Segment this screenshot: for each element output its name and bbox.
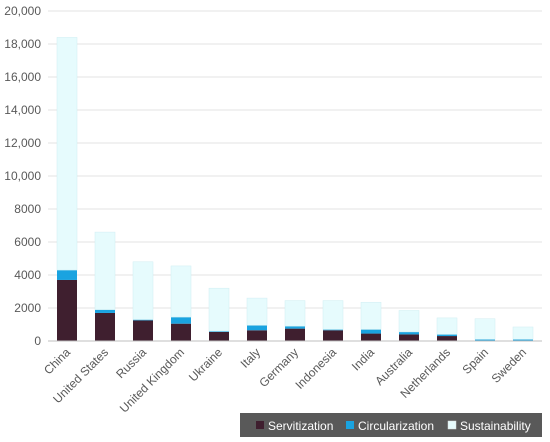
bar-segment-servitization	[133, 320, 153, 341]
bar-segment-sustainability	[398, 310, 420, 333]
x-tick-label: Ukraine	[186, 345, 225, 384]
legend-background	[240, 413, 542, 437]
bar-segment-servitization	[95, 312, 115, 341]
y-tick-label: 16,000	[4, 70, 41, 84]
y-tick-label: 4000	[14, 268, 41, 282]
legend-swatch-servitization	[256, 421, 264, 429]
bar-segment-servitization	[57, 279, 77, 341]
bar-segment-sustainability	[132, 261, 154, 320]
bar-segment-sustainability	[170, 265, 192, 318]
gridlines	[48, 10, 542, 309]
y-tick-label: 6000	[14, 235, 41, 249]
bar-segment-servitization	[361, 333, 381, 341]
x-tick-label: Russia	[113, 345, 149, 381]
y-axis-tick-labels: 0 2000 4000 6000 8000 10,000 12,000 14,000 16,00…	[4, 4, 41, 348]
y-tick-label: 8000	[14, 202, 41, 216]
bar-segment-servitization	[247, 330, 267, 341]
legend-label-circularization: Circularization	[358, 419, 434, 433]
x-tick-label: India	[349, 345, 378, 374]
legend-swatch-sustainability	[447, 420, 457, 430]
x-tick-label: Italy	[238, 345, 263, 370]
legend: Servitization Circularization Sustainabi…	[240, 413, 542, 437]
bar-segment-circularization	[133, 319, 153, 321]
bar-segment-circularization	[475, 339, 495, 341]
bar-segment-sustainability	[512, 326, 534, 340]
y-tick-label: 18,000	[4, 37, 41, 51]
y-tick-label: 2000	[14, 301, 41, 315]
bar-segment-circularization	[171, 317, 191, 324]
bar-segment-servitization	[171, 323, 191, 341]
bar-segment-servitization	[399, 334, 419, 341]
y-tick-label: 12,000	[4, 136, 41, 150]
y-tick-label: 10,000	[4, 169, 41, 183]
bar-segment-servitization	[209, 331, 229, 341]
bar-segment-servitization	[285, 328, 305, 341]
bar-segment-circularization	[399, 331, 419, 335]
bar-segment-circularization	[513, 339, 533, 341]
legend-swatch-circularization	[346, 421, 354, 429]
y-tick-label: 14,000	[4, 103, 41, 117]
x-tick-label: Indonesia	[292, 345, 339, 392]
bar-segment-circularization	[57, 270, 77, 280]
bar-segment-servitization	[323, 330, 343, 341]
legend-label-sustainability: Sustainability	[460, 419, 531, 433]
legend-label-servitization: Servitization	[268, 419, 333, 433]
bar-segment-circularization	[95, 309, 115, 313]
bar-segment-servitization	[437, 336, 457, 341]
bar-segment-circularization	[247, 325, 267, 331]
bar-segment-circularization	[323, 329, 343, 331]
bar-segment-circularization	[285, 326, 305, 329]
bar-segment-sustainability	[322, 300, 344, 330]
bar-segment-circularization	[437, 334, 457, 337]
bar-segment-sustainability	[246, 297, 268, 326]
y-tick-label: 0	[34, 334, 41, 348]
y-tick-label: 20,000	[4, 4, 41, 18]
x-tick-label: Spain	[460, 345, 492, 377]
x-tick-label: Sweden	[489, 345, 530, 386]
x-tick-label: China	[41, 345, 73, 377]
bar-segment-sustainability	[94, 231, 116, 310]
bar-segment-sustainability	[360, 301, 382, 330]
bar-segment-sustainability	[284, 300, 306, 327]
bars	[56, 37, 534, 341]
bar-segment-sustainability	[56, 37, 78, 271]
bar-segment-sustainability	[436, 317, 458, 335]
bar-segment-sustainability	[208, 287, 230, 332]
bar-segment-circularization	[361, 329, 381, 334]
bar-segment-sustainability	[474, 318, 496, 340]
bar-segment-circularization	[209, 331, 229, 332]
